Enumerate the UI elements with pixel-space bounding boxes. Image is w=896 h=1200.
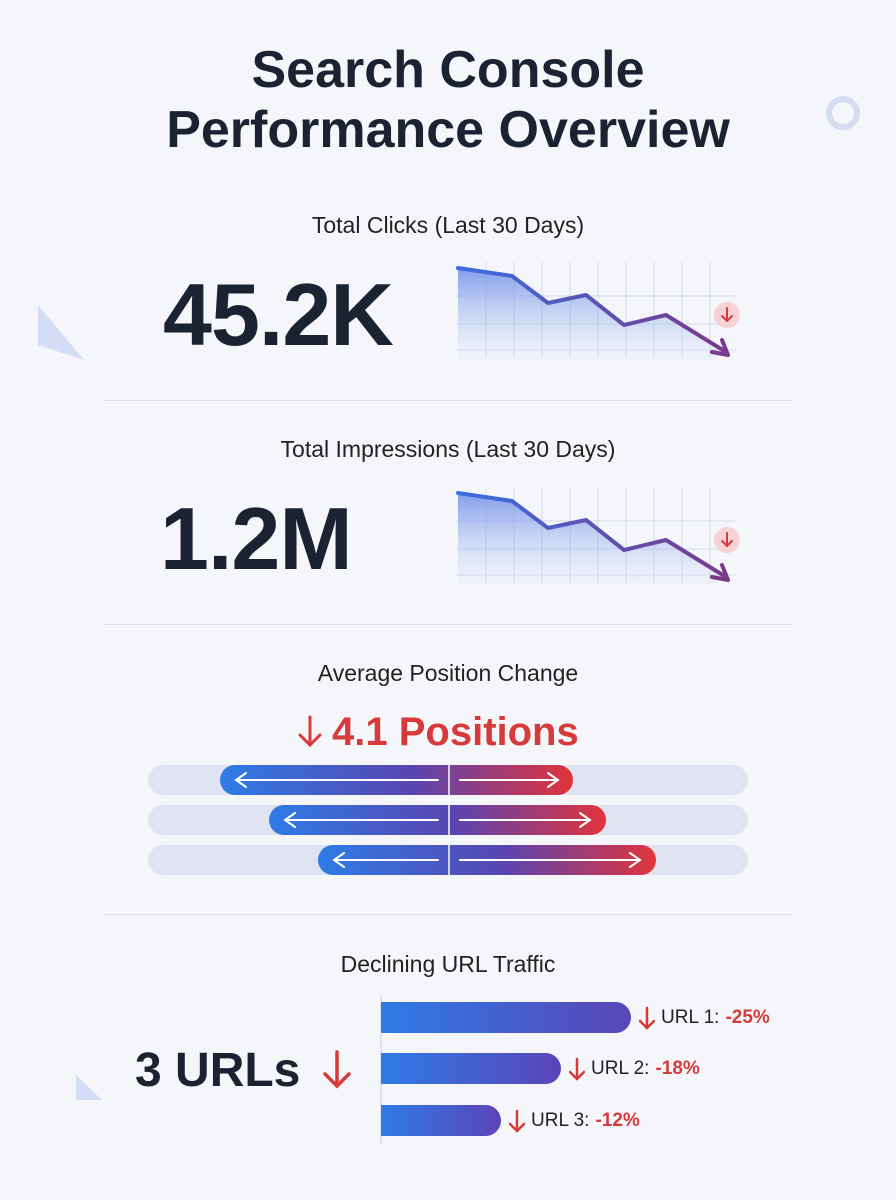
metric-value: 45.2K bbox=[163, 265, 394, 364]
position-value: 4.1 Positions bbox=[332, 710, 579, 754]
down-arrow bbox=[323, 1050, 351, 1089]
url-bar bbox=[381, 1105, 501, 1136]
decor-triangle bbox=[76, 1075, 102, 1100]
url-change: -12% bbox=[595, 1110, 640, 1131]
divider bbox=[103, 400, 793, 401]
url-name: URL 1: bbox=[661, 1007, 720, 1028]
url-label: URL 1: -25% bbox=[639, 1004, 770, 1032]
url-bar bbox=[381, 1002, 631, 1033]
title: Search Console Performance Overview bbox=[166, 41, 730, 159]
down-arrow bbox=[298, 715, 322, 748]
url-bar bbox=[381, 1053, 561, 1084]
url-change: -18% bbox=[655, 1058, 700, 1079]
down-arrow bbox=[639, 1006, 655, 1030]
metric-value: 1.2M bbox=[160, 489, 353, 588]
urls-summary: 3 URLs bbox=[135, 1044, 301, 1097]
divider bbox=[103, 914, 793, 915]
decor-triangle bbox=[38, 305, 84, 360]
urls-label: Declining URL Traffic bbox=[340, 951, 556, 977]
metric-label: Total Clicks (Last 30 Days) bbox=[311, 212, 585, 238]
down-arrow bbox=[569, 1057, 585, 1081]
url-name: URL 3: bbox=[531, 1110, 590, 1131]
url-label: URL 2: -18% bbox=[569, 1055, 700, 1083]
position-label: Average Position Change bbox=[317, 660, 579, 686]
divider bbox=[103, 624, 793, 625]
decor-ring bbox=[826, 96, 860, 130]
sparkline bbox=[456, 487, 742, 587]
position-bars bbox=[148, 762, 748, 878]
url-name: URL 2: bbox=[591, 1058, 650, 1079]
metric-label: Total Impressions (Last 30 Days) bbox=[280, 436, 616, 462]
sparkline bbox=[456, 262, 742, 362]
down-arrow bbox=[509, 1109, 525, 1133]
url-change: -25% bbox=[725, 1007, 770, 1028]
url-label: URL 3: -12% bbox=[509, 1107, 640, 1135]
